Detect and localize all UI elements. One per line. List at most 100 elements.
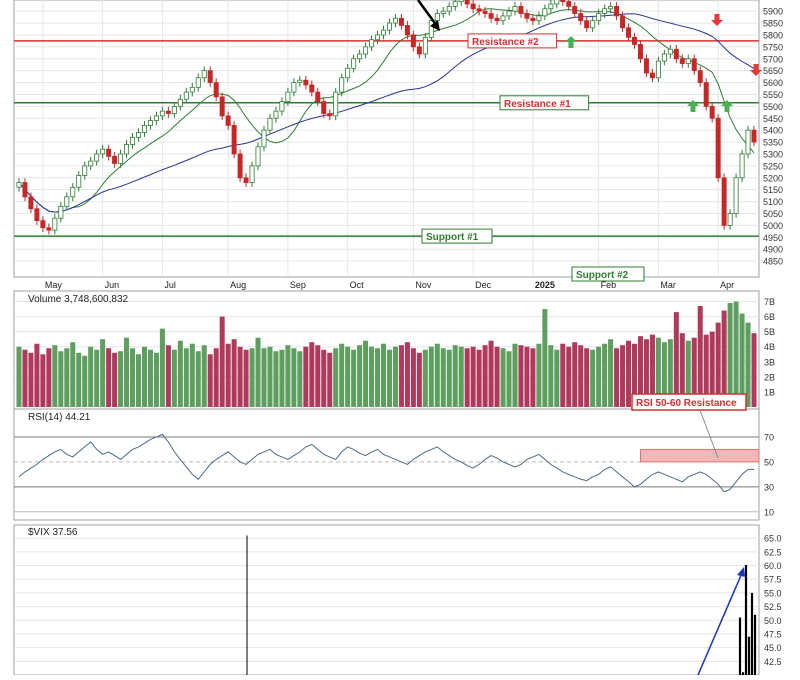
vix-tick-label: 47.5 — [764, 629, 782, 639]
volume-bar — [201, 345, 207, 407]
price-tick-label: 5350 — [763, 138, 783, 148]
candle-body — [297, 79, 303, 83]
volume-bar — [130, 348, 136, 407]
candle-body — [739, 153, 745, 179]
candle-body — [673, 48, 679, 60]
rsi-annotation-pointer — [699, 409, 719, 459]
month-tick-label: Apr — [720, 280, 734, 290]
moving-average-line — [18, 8, 755, 213]
price-tick-label: 5150 — [763, 185, 783, 195]
volume-bar — [685, 340, 691, 407]
volume-bar — [512, 343, 518, 407]
candle-body — [291, 82, 297, 93]
candle-body — [327, 113, 333, 117]
candle-body — [404, 25, 410, 36]
volume-bar — [679, 333, 685, 407]
volume-bar — [147, 349, 153, 407]
candle-body — [500, 15, 506, 22]
volume-bar — [279, 349, 285, 407]
vix-tick-label: 42.5 — [764, 657, 782, 667]
candle-body — [195, 77, 201, 88]
volume-bar — [213, 348, 219, 407]
volume-bar — [727, 303, 733, 407]
volume-bar — [106, 348, 112, 407]
vix-tick-label: 62.5 — [764, 547, 782, 557]
candle-body — [548, 3, 554, 10]
volume-bar — [34, 343, 40, 407]
volume-bar — [434, 343, 440, 407]
month-tick-label: Sep — [290, 280, 306, 290]
volume-bar — [46, 348, 52, 407]
volume-bar — [733, 301, 739, 407]
candle-body — [136, 132, 141, 138]
month-tick-label: Jun — [105, 280, 120, 290]
volume-bar — [721, 310, 727, 407]
support2-label: Support #2 — [576, 270, 629, 281]
candle-body — [542, 8, 548, 17]
candle-body — [147, 120, 153, 126]
volume-bar — [739, 313, 745, 407]
candle-body — [153, 115, 159, 122]
price-tick-label: 4900 — [763, 245, 783, 255]
volume-bar — [333, 348, 339, 407]
candle-body — [339, 77, 345, 93]
volume-tick-label: 6B — [764, 312, 775, 322]
volume-bar — [64, 348, 70, 407]
candle-body — [667, 48, 673, 55]
volume-bar — [548, 345, 554, 407]
volume-bar — [124, 337, 130, 407]
candle-body — [315, 91, 321, 103]
candle-body — [231, 125, 237, 155]
candle-body — [285, 91, 291, 103]
volume-tick-label: 3B — [764, 357, 775, 367]
level-label: Support #1 — [426, 232, 479, 243]
candle-body — [679, 58, 685, 64]
volume-bar — [398, 345, 404, 407]
rsi-line — [18, 433, 754, 493]
volume-bar — [321, 349, 327, 407]
support2-label-box — [571, 266, 645, 282]
volume-bar — [745, 322, 751, 407]
candle-body — [643, 58, 649, 74]
candle-body — [118, 153, 124, 164]
candle-body — [536, 15, 542, 22]
price-tick-label: 5300 — [763, 149, 783, 159]
candle-body — [410, 34, 416, 48]
volume-bar — [231, 339, 237, 407]
candle-body — [112, 155, 118, 164]
green-arrow-up-icon — [565, 36, 577, 48]
green-arrow-up-icon — [687, 100, 699, 112]
candle-body — [189, 86, 195, 93]
candle-body — [398, 17, 404, 26]
vix-tick-label: 60.0 — [764, 561, 782, 571]
candle-body — [488, 13, 494, 19]
price-tick-label: 5550 — [763, 90, 783, 100]
candle-body — [70, 186, 76, 198]
vix-tick-label: 65.0 — [764, 534, 782, 544]
volume-bar — [643, 339, 649, 407]
volume-bar — [404, 342, 410, 407]
volume-bar — [620, 345, 626, 407]
candle-body — [363, 46, 369, 55]
month-tick-label: Dec — [475, 280, 492, 290]
rsi-title: RSI(14) 44.21 — [28, 412, 91, 423]
candle-body — [321, 101, 327, 114]
volume-bar — [267, 346, 273, 407]
level-label-box — [467, 33, 558, 49]
candle-body — [524, 13, 530, 19]
candle-body — [697, 70, 703, 83]
candle-body — [637, 44, 643, 60]
candle-body — [560, 0, 566, 3]
candle-body — [584, 20, 590, 29]
volume-bar — [637, 336, 643, 407]
candle-body — [572, 5, 578, 14]
candle-body — [655, 60, 661, 79]
candle-body — [464, 0, 470, 5]
candle-body — [649, 72, 655, 79]
red-arrow-down-icon — [711, 14, 723, 26]
volume-bar — [303, 346, 309, 407]
candle-body — [261, 129, 267, 148]
vix-tick-label: 50.0 — [764, 616, 782, 626]
volume-bar — [494, 346, 500, 407]
